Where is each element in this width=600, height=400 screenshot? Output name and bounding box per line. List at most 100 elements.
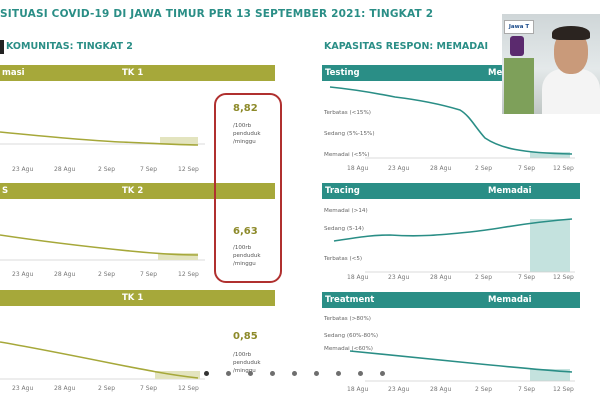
treatment-threshold-band: [530, 369, 570, 381]
chart-2-tick: 23 Agu: [12, 271, 34, 278]
tracing-label: Tracing: [325, 186, 360, 196]
treatment-line: [349, 350, 573, 373]
channel-badge: Jawa T: [504, 20, 534, 34]
chart-3-tick: 28 Agu: [54, 385, 76, 392]
treatment-level: Terbatas (>80%): [324, 316, 371, 322]
capacity-subtitle: KAPASITAS RESPON: MEMADAI: [324, 41, 489, 52]
unit-line: penduduk: [233, 253, 261, 259]
panel-2-level: TK 2: [122, 186, 144, 196]
treatment-tick: 23 Agu: [388, 386, 410, 393]
unit-line: /minggu: [233, 139, 256, 145]
panel-2-label: S: [2, 186, 9, 196]
carousel-dot-active[interactable]: [204, 371, 209, 376]
testing-chart: [329, 86, 575, 159]
chart-3-tick: 23 Agu: [12, 385, 34, 392]
chart-3-tick: 2 Sep: [98, 385, 116, 392]
testing-tick: 18 Agu: [347, 165, 369, 172]
tracing-tick: 7 Sep: [518, 274, 536, 281]
chart-2-tick: 28 Agu: [54, 271, 76, 278]
tracing-level: Terbatas (<5): [324, 256, 363, 262]
carousel-dot[interactable]: [292, 371, 297, 376]
testing-tick: 28 Agu: [430, 165, 452, 172]
chart-1-tick: 2 Sep: [98, 166, 116, 173]
community-panel-2-header: S TK 2: [0, 183, 275, 199]
carousel-dot[interactable]: [248, 371, 253, 376]
chart-2-tick: 7 Sep: [140, 271, 158, 278]
testing-label: Testing: [325, 68, 360, 78]
carousel-dot[interactable]: [226, 371, 231, 376]
value-3: 0,85: [233, 331, 258, 342]
value-2-unit: /100rb penduduk /minggu: [233, 244, 261, 268]
chart-1-line: [0, 131, 199, 146]
tab-marker: [0, 40, 4, 54]
speaker-video: Jawa T: [502, 14, 600, 114]
tracing-tick: 18 Agu: [347, 274, 369, 281]
tracing-chart: [333, 218, 575, 273]
treatment-tick: 7 Sep: [518, 386, 536, 393]
unit-line: /100rb: [233, 352, 252, 358]
unit-line: penduduk: [233, 360, 261, 366]
testing-line: [329, 86, 573, 155]
unit-line: /100rb: [233, 245, 252, 251]
tracing-line: [333, 218, 573, 242]
tracing-tick: 28 Agu: [430, 274, 452, 281]
treatment-chart: [349, 350, 575, 382]
chart-2-tick: 2 Sep: [98, 271, 116, 278]
community-chart-3: [0, 341, 205, 380]
testing-level: Memadai (<5%): [324, 152, 370, 158]
carousel-dot[interactable]: [270, 371, 275, 376]
unit-line: /100rb: [233, 123, 252, 129]
chart-1-threshold-band: [160, 137, 198, 144]
plant-decoration: [504, 58, 534, 114]
chart-3-tick: 12 Sep: [178, 385, 199, 392]
panel-1-label: masi: [2, 68, 25, 78]
chart-1-tick: 12 Sep: [178, 166, 199, 173]
chart-3-line: [0, 341, 199, 379]
tracing-status: Memadai: [488, 186, 532, 196]
unit-line: penduduk: [233, 131, 261, 137]
tracing-tick: 23 Agu: [388, 274, 410, 281]
testing-level: Sedang (5%-15%): [324, 131, 375, 137]
treatment-tick: 18 Agu: [347, 386, 369, 393]
emblem-icon: [510, 36, 524, 56]
treatment-level: Memadai (<60%): [324, 346, 373, 352]
chart-2-threshold-band: [158, 253, 198, 260]
community-chart-1: [0, 131, 205, 146]
treatment-level: Sedang (60%-80%): [324, 333, 379, 339]
chart-2-tick: 12 Sep: [178, 271, 199, 278]
carousel-dot[interactable]: [358, 371, 363, 376]
unit-line: /minggu: [233, 368, 256, 374]
chart-2-line: [0, 234, 199, 256]
tracing-threshold-band: [530, 219, 570, 272]
community-subtitle: KOMUNITAS: TINGKAT 2: [6, 41, 133, 52]
chart-1-tick: 28 Agu: [54, 166, 76, 173]
testing-level: Terbatas (<15%): [324, 110, 371, 116]
chart-3-tick: 7 Sep: [140, 385, 158, 392]
tracing-level: Memadai (>14): [324, 208, 368, 214]
testing-tick: 12 Sep: [553, 165, 574, 172]
treatment-status: Memadai: [488, 295, 532, 305]
speaker-hair: [552, 26, 590, 40]
carousel-dot[interactable]: [380, 371, 385, 376]
carousel-dot[interactable]: [314, 371, 319, 376]
page-title: SITUASI COVID-19 DI JAWA TIMUR PER 13 SE…: [0, 8, 434, 20]
speaker-shirt: [542, 69, 600, 114]
unit-line: /minggu: [233, 261, 256, 267]
treatment-label: Treatment: [325, 295, 375, 305]
community-panel-3-header: TK 1: [0, 290, 275, 306]
highlight-box: [214, 93, 282, 283]
tracing-tick: 2 Sep: [475, 274, 493, 281]
panel-1-level: TK 1: [122, 68, 144, 78]
treatment-panel-header: Treatment Memadai: [322, 292, 580, 308]
value-3-unit: /100rb penduduk /minggu: [233, 351, 261, 375]
tracing-panel-header: Tracing Memadai: [322, 183, 580, 199]
value-1: 8,82: [233, 103, 258, 114]
carousel-dots: [200, 370, 390, 378]
carousel-dot[interactable]: [336, 371, 341, 376]
testing-threshold-band: [530, 152, 570, 158]
treatment-tick: 28 Agu: [430, 386, 452, 393]
testing-tick: 23 Agu: [388, 165, 410, 172]
community-chart-2: [0, 234, 205, 261]
tracing-level: Sedang (5-14): [324, 226, 364, 232]
treatment-tick: 2 Sep: [475, 386, 493, 393]
